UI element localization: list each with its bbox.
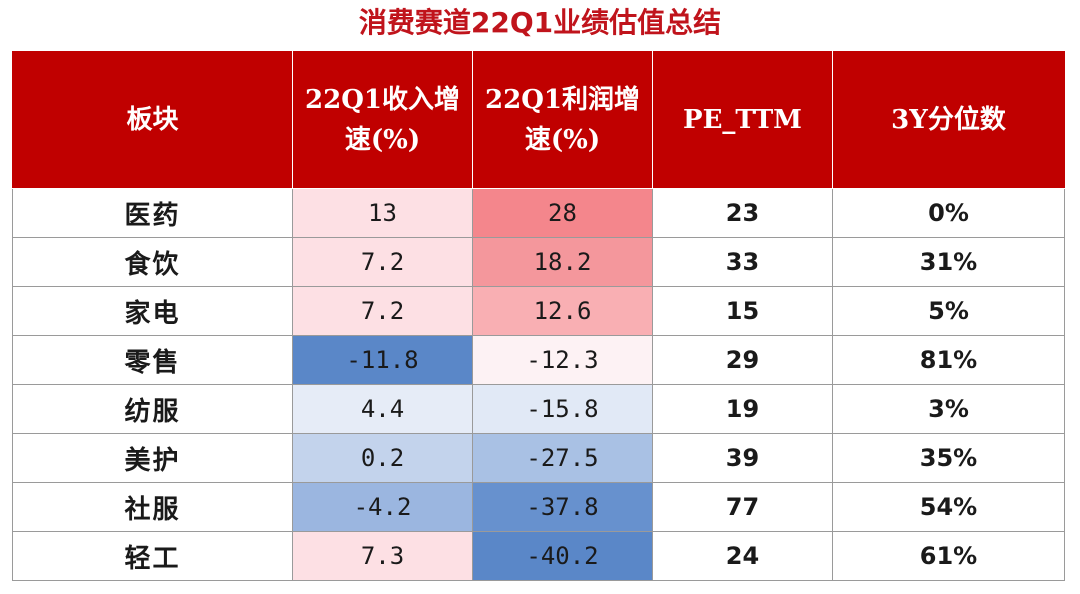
sector-cell: 纺服 [12, 384, 293, 434]
percentile-cell: 35% [832, 433, 1065, 483]
table-body: 医药 13 28 23 0% 食饮 7.2 18.2 33 31% 家电 7.2 12.6 15 5% 零售 -… [12, 188, 1065, 581]
header-revenue-growth: 22Q1收入增 速(%) [292, 51, 473, 189]
percentile-cell: 61% [832, 531, 1065, 581]
table-row: 社服 -4.2 -37.8 77 54% [12, 482, 1065, 532]
revenue-growth-cell: -4.2 [292, 482, 473, 532]
table-row: 美护 0.2 -27.5 39 35% [12, 433, 1065, 483]
table-row: 纺服 4.4 -15.8 19 3% [12, 384, 1065, 434]
header-sector: 板块 [12, 51, 293, 189]
percentile-cell: 0% [832, 188, 1065, 238]
sector-cell: 家电 [12, 286, 293, 336]
profit-growth-cell: -15.8 [472, 384, 653, 434]
profit-growth-cell: -37.8 [472, 482, 653, 532]
profit-growth-cell: 18.2 [472, 237, 653, 287]
header-3y-percentile: 3Y分位数 [832, 51, 1065, 189]
pe-ttm-cell: 19 [652, 384, 833, 434]
percentile-cell: 31% [832, 237, 1065, 287]
profit-growth-cell: -40.2 [472, 531, 653, 581]
revenue-growth-cell: 7.3 [292, 531, 473, 581]
pe-ttm-cell: 23 [652, 188, 833, 238]
chart-title: 消费赛道22Q1业绩估值总结 [358, 6, 722, 39]
pe-ttm-cell: 29 [652, 335, 833, 385]
header-profit-growth: 22Q1利润增 速(%) [472, 51, 653, 189]
table-row: 家电 7.2 12.6 15 5% [12, 286, 1065, 336]
header-row: 板块 22Q1收入增 速(%) 22Q1利润增 速(%) PE_TTM 3Y分位数 [12, 51, 1065, 189]
revenue-growth-cell: 7.2 [292, 286, 473, 336]
profit-growth-cell: 28 [472, 188, 653, 238]
profit-growth-cell: -12.3 [472, 335, 653, 385]
pe-ttm-cell: 15 [652, 286, 833, 336]
table-row: 食饮 7.2 18.2 33 31% [12, 237, 1065, 287]
header-pe-ttm: PE_TTM [652, 51, 833, 189]
pe-ttm-cell: 33 [652, 237, 833, 287]
profit-growth-cell: -27.5 [472, 433, 653, 483]
sector-cell: 医药 [12, 188, 293, 238]
profit-growth-cell: 12.6 [472, 286, 653, 336]
sector-cell: 零售 [12, 335, 293, 385]
revenue-growth-cell: 4.4 [292, 384, 473, 434]
table-row: 医药 13 28 23 0% [12, 188, 1065, 238]
percentile-cell: 81% [832, 335, 1065, 385]
summary-table: 板块 22Q1收入增 速(%) 22Q1利润增 速(%) PE_TTM 3Y分位数 … [12, 51, 1065, 581]
table-row: 轻工 7.3 -40.2 24 61% [12, 531, 1065, 581]
table-row: 零售 -11.8 -12.3 29 81% [12, 335, 1065, 385]
revenue-growth-cell: 13 [292, 188, 473, 238]
revenue-growth-cell: 7.2 [292, 237, 473, 287]
pe-ttm-cell: 39 [652, 433, 833, 483]
sector-cell: 轻工 [12, 531, 293, 581]
sector-cell: 社服 [12, 482, 293, 532]
pe-ttm-cell: 24 [652, 531, 833, 581]
sector-cell: 食饮 [12, 237, 293, 287]
percentile-cell: 5% [832, 286, 1065, 336]
percentile-cell: 3% [832, 384, 1065, 434]
sector-cell: 美护 [12, 433, 293, 483]
percentile-cell: 54% [832, 482, 1065, 532]
revenue-growth-cell: -11.8 [292, 335, 473, 385]
revenue-growth-cell: 0.2 [292, 433, 473, 483]
pe-ttm-cell: 77 [652, 482, 833, 532]
